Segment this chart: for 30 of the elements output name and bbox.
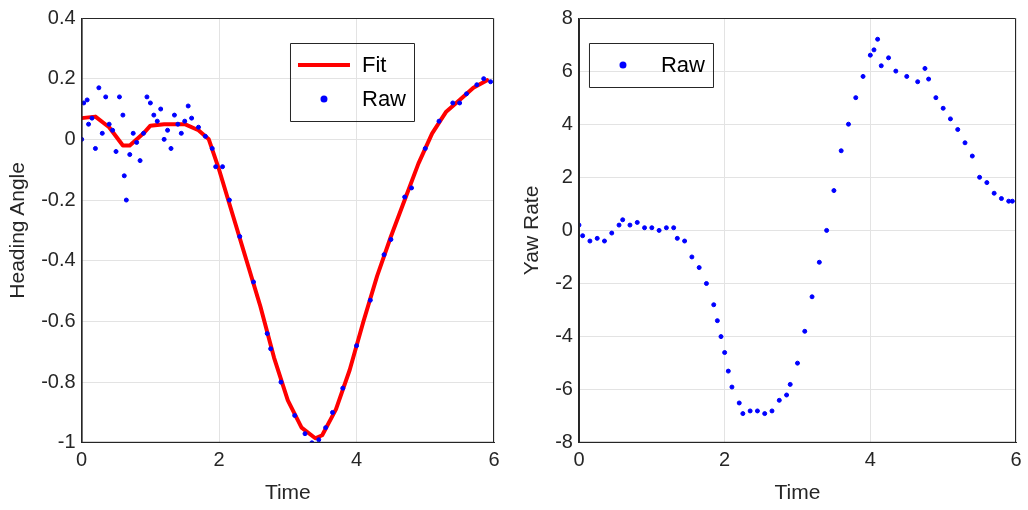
x-tick-label: 4 xyxy=(864,448,876,471)
y-tick-label: -0.4 xyxy=(41,248,76,271)
y-tick-label: -0.6 xyxy=(41,308,76,331)
legend-label: Raw xyxy=(660,52,706,78)
x-axis-title: Time xyxy=(264,480,311,504)
x-tick-label: 2 xyxy=(213,448,225,471)
y-axis-title: Yaw Rate xyxy=(519,185,543,276)
x-tick-label: 6 xyxy=(1010,448,1022,471)
x-axis-title: Time xyxy=(774,480,821,504)
y-tick-label: -6 xyxy=(555,377,573,400)
legend-label: Raw xyxy=(361,86,407,112)
x-tick-label: 2 xyxy=(719,448,731,471)
y-tick-label: 2 xyxy=(561,164,573,187)
y-tick-label: 4 xyxy=(561,111,573,134)
x-tick-label: 6 xyxy=(488,448,500,471)
y-tick-label: -4 xyxy=(555,324,573,347)
y-tick-label: -1 xyxy=(57,430,76,453)
x-tick-label: 4 xyxy=(350,448,363,471)
legend-label: Fit xyxy=(361,52,387,78)
y-tick-label: -0.2 xyxy=(41,187,76,210)
y-tick-label: 0.4 xyxy=(47,5,76,28)
y-tick-label: 0 xyxy=(64,126,76,149)
y-axis-title: Heading Angle xyxy=(5,162,29,299)
y-tick-label: 8 xyxy=(561,5,573,28)
y-tick-label: 0.2 xyxy=(47,66,76,89)
y-tick-label: -2 xyxy=(555,271,573,294)
y-tick-label: 6 xyxy=(561,58,573,81)
y-tick-label: -8 xyxy=(555,430,573,453)
y-tick-label: -0.8 xyxy=(41,369,76,392)
y-tick-label: 0 xyxy=(561,217,573,240)
